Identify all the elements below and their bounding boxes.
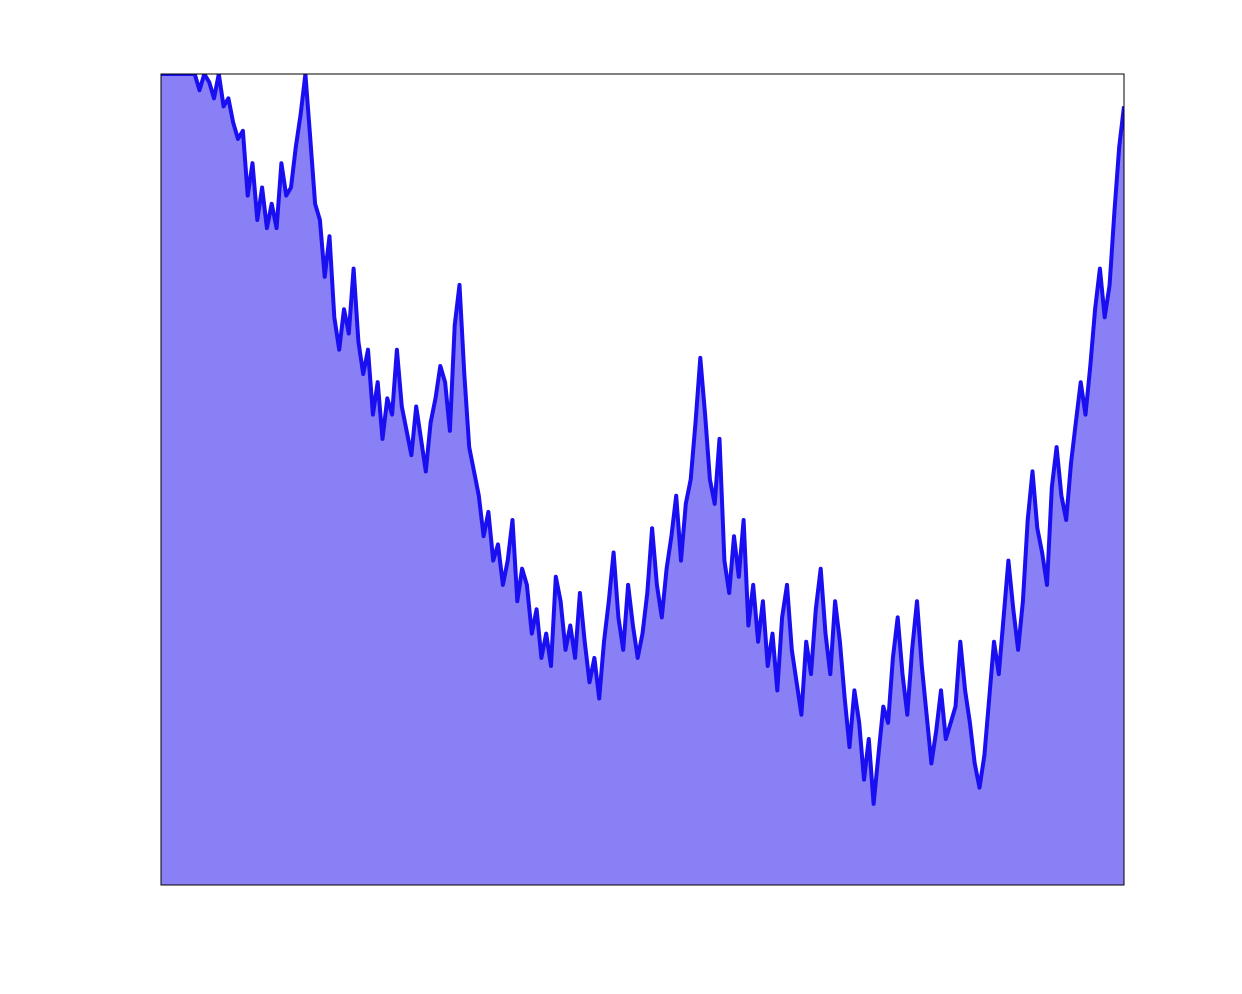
series-line bbox=[161, 74, 1124, 806]
axes-frame bbox=[160, 73, 1125, 886]
series-area-fill bbox=[161, 74, 1124, 885]
